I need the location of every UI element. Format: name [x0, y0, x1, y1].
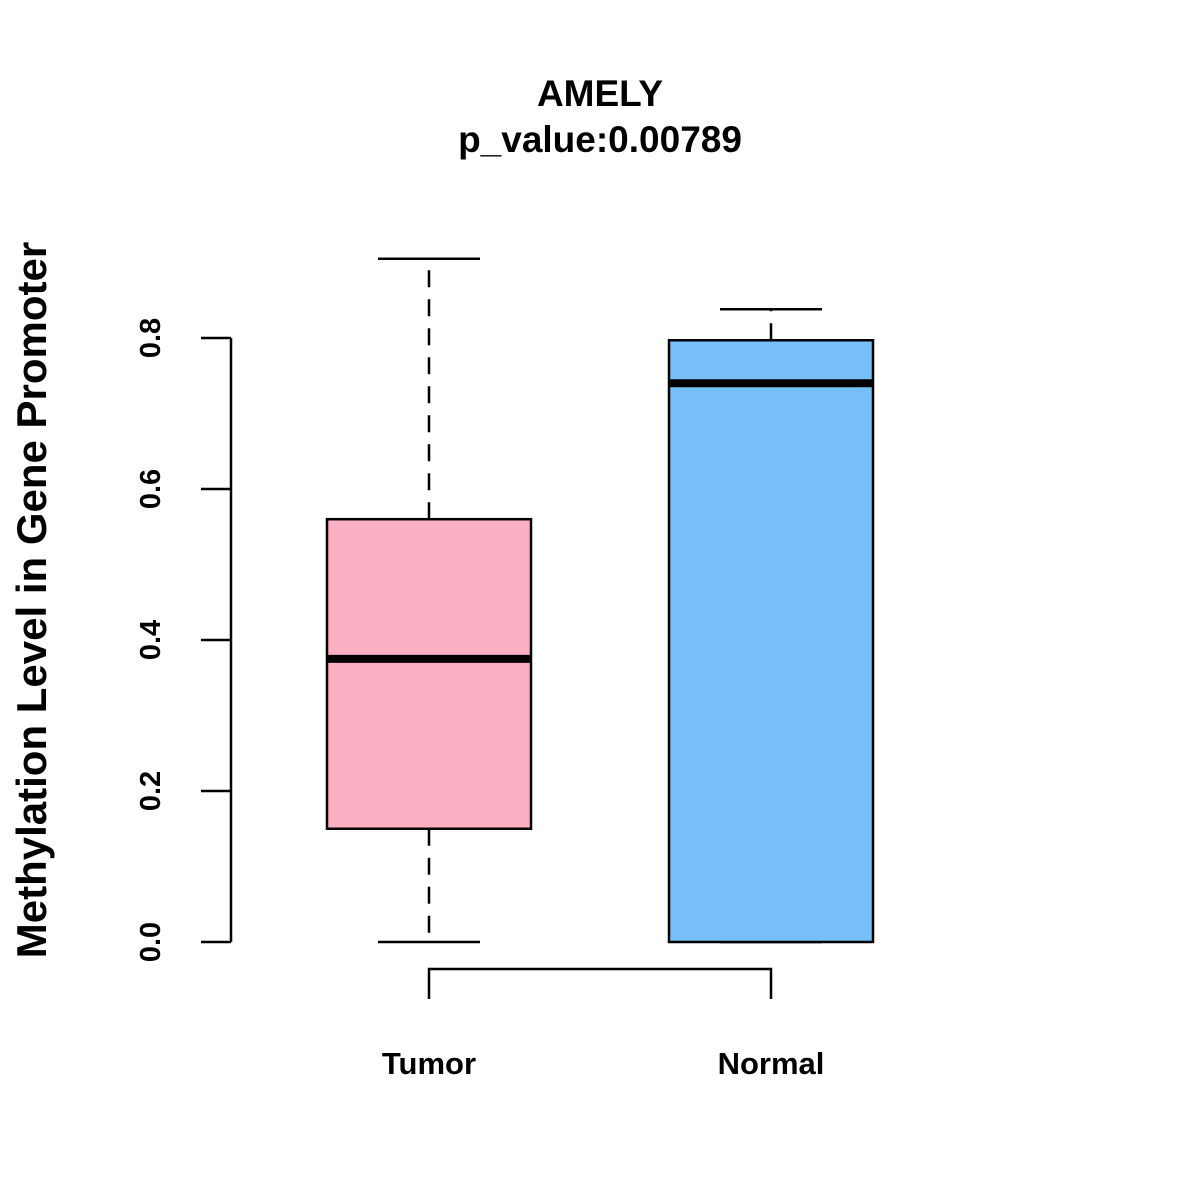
chart-subtitle: p_value:0.00789	[458, 119, 742, 160]
category-label-normal: Normal	[718, 1046, 825, 1081]
boxes-group	[325, 257, 875, 944]
bracket-line	[427, 967, 773, 999]
comparison-bracket	[427, 967, 773, 999]
y-tick-label: 0.8	[135, 318, 167, 358]
box-tumor	[325, 257, 533, 944]
iqr-box	[325, 517, 533, 830]
y-tick-label: 0.6	[135, 469, 167, 509]
iqr-box	[667, 339, 875, 944]
y-tick-label: 0.4	[135, 620, 167, 660]
y-axis: 0.0 0.2 0.4 0.6 0.8	[135, 318, 233, 962]
category-labels: Tumor Normal	[382, 1046, 824, 1081]
y-tick-label: 0.0	[135, 922, 167, 962]
y-tick-label: 0.2	[135, 771, 167, 811]
box-normal	[667, 308, 875, 944]
y-axis-label: Methylation Level in Gene Promoter	[8, 242, 55, 958]
category-label-tumor: Tumor	[382, 1046, 476, 1081]
chart-title: AMELY	[537, 73, 663, 114]
